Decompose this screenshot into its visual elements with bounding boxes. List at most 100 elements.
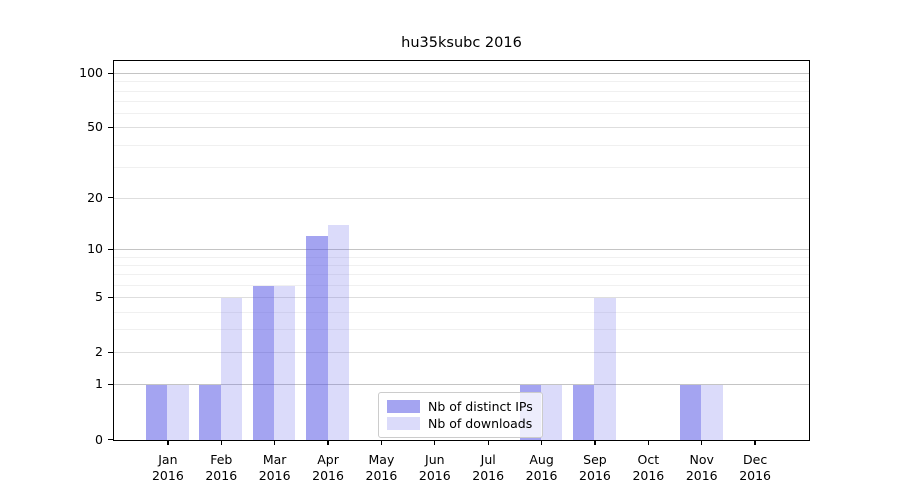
x-tick-label-month: Dec [743,452,768,467]
x-tick-label-month: Feb [210,452,233,467]
legend: Nb of distinct IPs Nb of downloads [378,392,543,438]
x-tick-label-month: Jul [480,452,496,467]
bar-distinct-ips [679,384,702,440]
gridline-minor [114,265,809,267]
y-tick-label: 10 [87,241,103,257]
x-tick-label-year: 2016 [739,467,772,483]
bar-downloads [594,297,616,440]
x-tick-label-month: Jan [158,452,178,467]
x-tick-label: Jul 2016 [460,452,516,483]
y-tick [108,383,113,386]
x-tick-label: May 2016 [353,452,409,483]
gridline-minor [114,101,809,103]
x-tick-label-year: 2016 [365,467,398,483]
x-tick-label-month: Nov [689,452,714,467]
y-tick-label: 20 [87,189,103,205]
gridline-major [114,127,809,129]
x-tick-label: Mar 2016 [247,452,303,483]
x-tick-label-month: Mar [262,452,287,467]
legend-label: Nb of downloads [428,415,533,431]
y-tick-label: 0 [95,431,103,447]
gridline-major [114,352,809,354]
x-tick-label-year: 2016 [632,467,665,483]
y-tick-label: 2 [95,344,103,360]
gridline-minor [114,144,809,146]
bar-downloads [327,225,349,440]
bar-downloads [167,384,189,440]
x-tick [754,439,756,445]
x-tick-label-year: 2016 [418,467,451,483]
y-tick [108,126,113,129]
x-tick-label-month: May [368,452,395,467]
x-tick-label: Nov 2016 [674,452,730,483]
y-tick [108,248,113,250]
gridline-minor [114,81,809,83]
x-tick [701,439,703,445]
gridline-minor [114,285,809,287]
y-tick [108,351,113,353]
x-tick [327,439,329,445]
x-tick-label-year: 2016 [258,467,291,483]
x-tick [167,439,169,445]
bar-distinct-ips [573,384,595,440]
x-tick [647,439,649,445]
x-tick-label-year: 2016 [685,467,718,483]
x-tick-label-year: 2016 [472,467,505,483]
x-tick-label-year: 2016 [312,467,344,483]
gridline-minor [114,311,809,313]
x-tick [594,439,596,445]
x-tick-label-year: 2016 [579,467,611,483]
legend-item: Nb of distinct IPs [387,398,534,415]
bar-downloads [220,297,243,440]
bar-downloads [541,384,563,440]
gridline-major [114,297,809,299]
bar-distinct-ips [252,285,275,440]
y-tick [108,296,113,298]
legend-swatch [387,400,420,413]
x-tick-label-month: Oct [637,452,660,467]
legend-swatch [387,417,420,430]
bar-distinct-ips [306,236,328,440]
chart-title: hu35ksubc 2016 [401,35,522,51]
x-tick-label-year: 2016 [151,467,184,483]
gridline-minor [114,166,809,168]
x-tick-label: Jun 2016 [407,452,463,483]
plot-area [113,60,810,441]
x-tick-label: Dec 2016 [727,452,783,483]
y-tick [108,197,113,199]
y-tick-label: 5 [95,289,103,305]
x-tick [434,439,436,445]
x-tick-label: Oct 2016 [620,452,676,483]
gridline-decade [114,249,809,251]
x-tick-label: Apr 2016 [300,452,356,483]
y-tick-label: 100 [79,65,103,81]
y-tick-label: 50 [87,119,103,135]
x-tick-label-year: 2016 [525,467,558,483]
x-tick [274,439,276,445]
x-tick-label: Jan 2016 [140,452,196,483]
x-tick [540,439,543,445]
bar-distinct-ips [199,384,221,440]
x-tick-label-month: Apr [317,452,339,467]
x-tick [380,439,383,445]
bar-downloads [701,384,723,440]
legend-label: Nb of distinct IPs [428,398,533,414]
gridline-minor [114,113,809,115]
gridline-decade [114,73,809,75]
y-tick [108,72,113,74]
x-tick-label-year: 2016 [205,467,238,483]
gridline-minor [114,274,809,276]
x-tick-label-month: Jun [425,452,445,467]
y-tick [108,438,113,441]
gridline-decade [114,384,809,386]
y-tick-label: 1 [95,376,103,392]
legend-item: Nb of downloads [387,415,534,432]
bar-distinct-ips [146,384,168,440]
gridline-minor [114,329,809,331]
x-tick-label-month: Sep [583,452,607,467]
gridline-minor [114,90,809,92]
x-tick-label: Feb 2016 [193,452,249,483]
x-tick-label-month: Aug [529,452,554,467]
x-tick-label: Sep 2016 [567,452,623,483]
